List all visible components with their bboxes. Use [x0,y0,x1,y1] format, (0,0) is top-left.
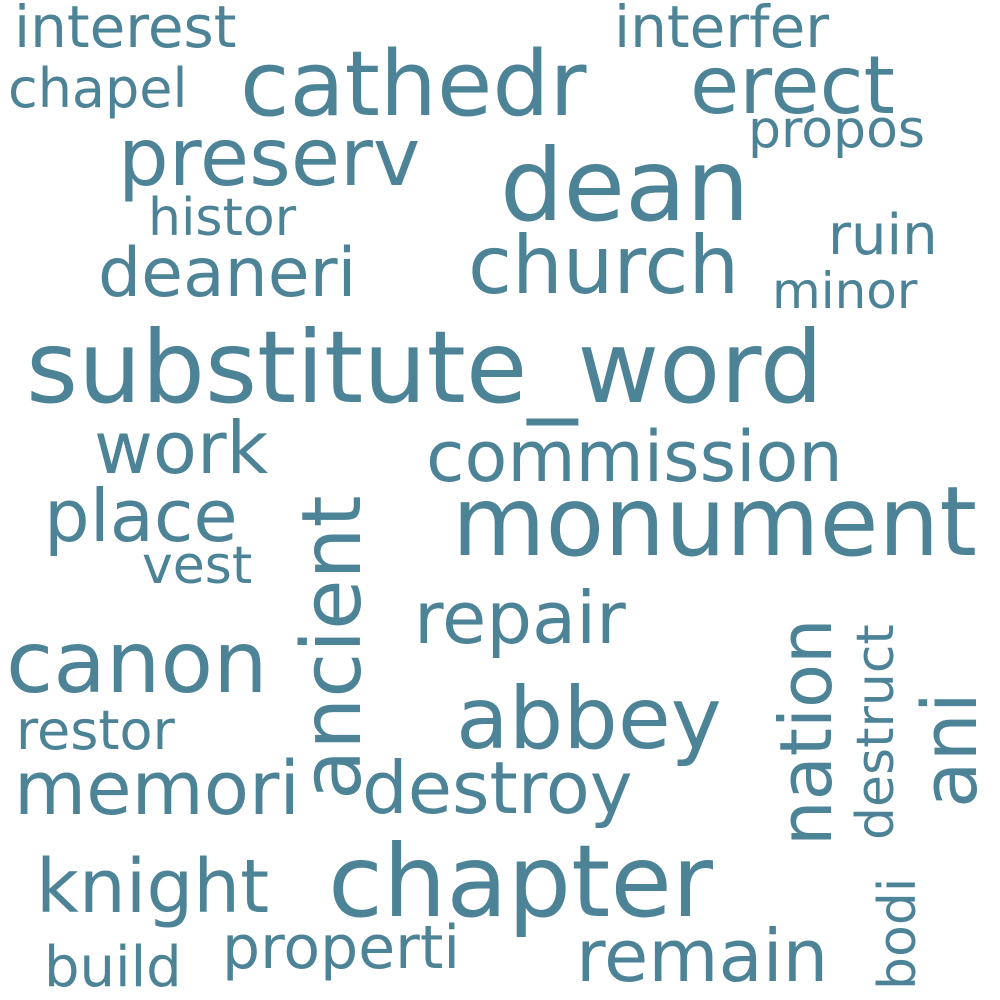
word-interfer: interfer [614,0,830,61]
word-build: build [44,935,182,1000]
word-canon: canon [6,613,268,713]
word-histor: histor [148,188,297,248]
word-knight: knight [36,844,270,930]
word-deaneri: deaneri [98,234,357,313]
word-nation: nation [764,618,848,846]
word-cathedr: cathedr [240,32,587,137]
word-propos: propos [748,100,925,160]
word-monument: monument [452,466,977,578]
word-chapel: chapel [8,57,188,120]
word-destruct: destruct [846,624,906,840]
word-ruin: ruin [828,203,938,268]
word-destroy: destroy [362,746,633,830]
word-dean: dean [500,127,750,244]
word-interest: interest [14,0,237,61]
word-memori: memori [14,746,300,832]
word-bodi: bodi [868,877,928,990]
word-repair: repair [414,576,626,660]
word-abbey: abbey [456,669,722,769]
word-preserv: preserv [118,111,421,204]
word-remain: remain [576,914,829,998]
word-restor: restor [16,699,175,762]
word-commission: commission [426,416,843,498]
word-minor: minor [772,262,918,320]
word-erect: erect [690,39,895,132]
word-ani: ani [905,692,994,808]
word-substitute-word: substitute_word [26,309,824,426]
word-work: work [94,406,269,490]
word-properti: properti [222,913,461,983]
word-chapter: chapter [328,823,713,940]
word-church: church [468,219,740,312]
word-vest: vest [142,536,253,596]
word-place: place [44,474,238,558]
